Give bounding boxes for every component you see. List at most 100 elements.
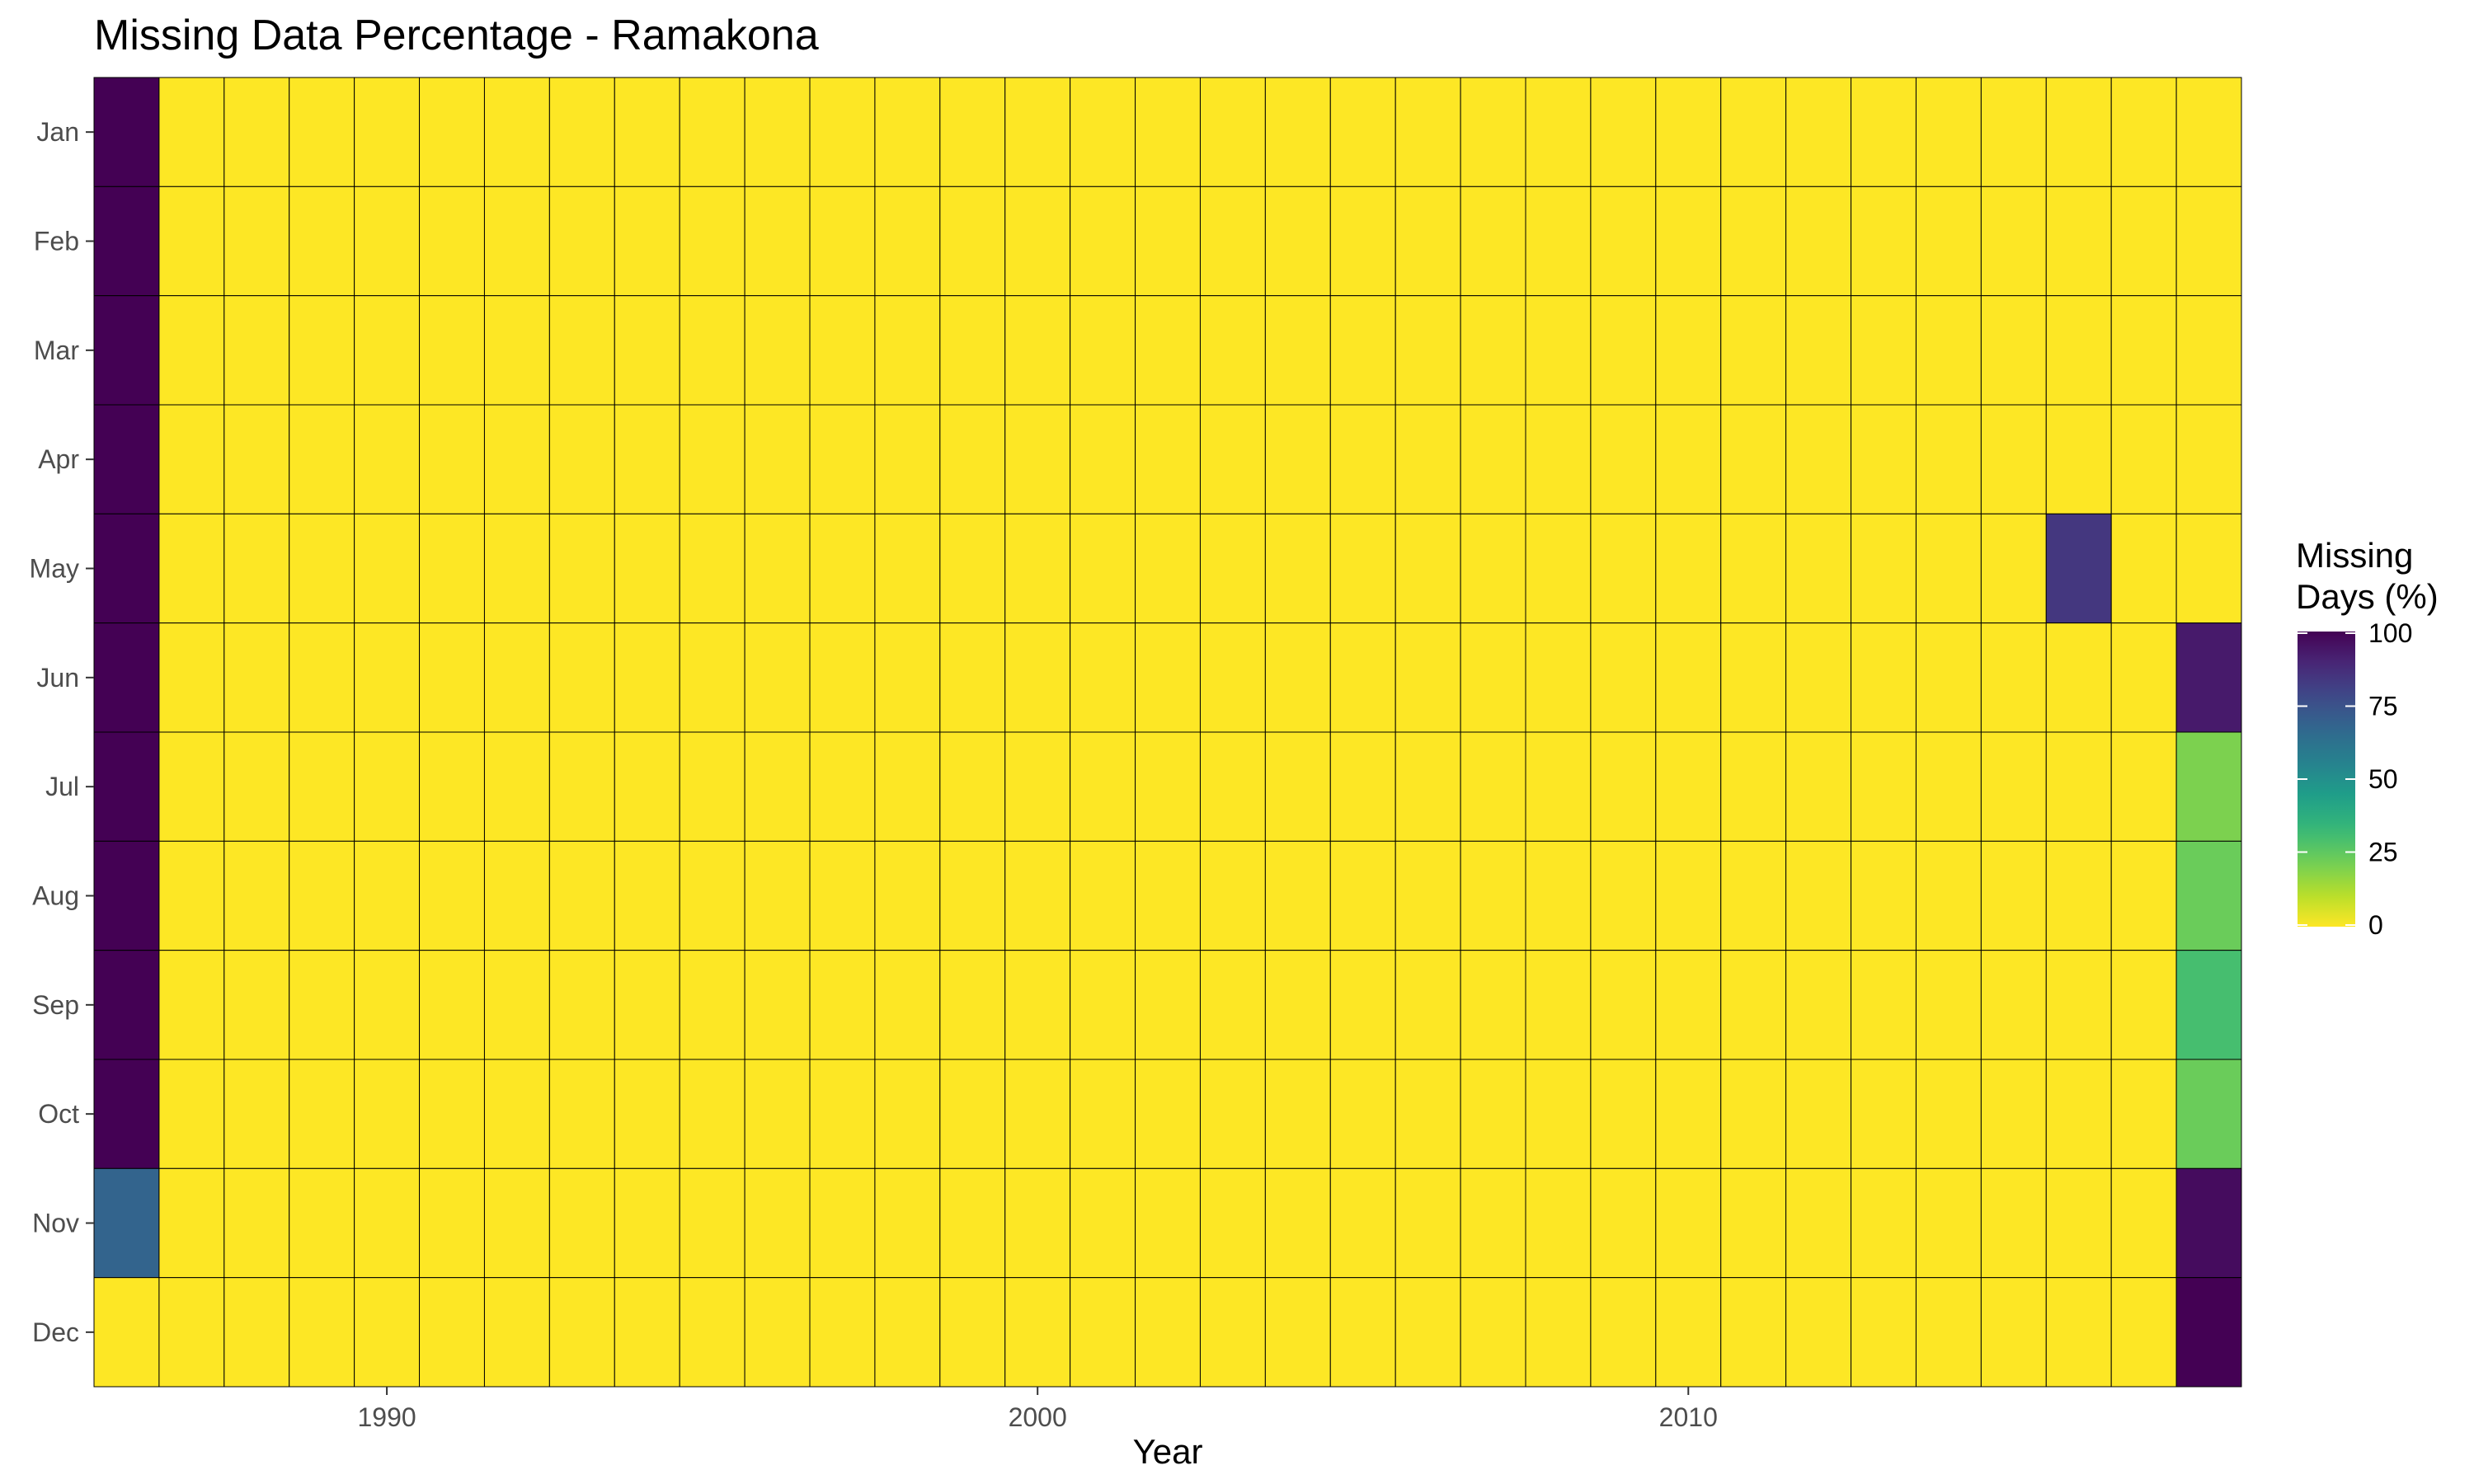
heatmap-cell-2016-apr	[2045, 404, 2112, 514]
heatmap-cell-1994-feb	[614, 186, 680, 297]
heatmap-cell-2015-jul	[1980, 731, 2047, 842]
heatmap-cell-2004-dec	[1264, 1277, 1331, 1388]
legend-title-line1: Missing	[2296, 536, 2413, 575]
heatmap-cell-1987-aug	[158, 840, 225, 951]
heatmap-cell-1987-jul	[158, 731, 225, 842]
heatmap-cell-1996-sep	[744, 950, 811, 1060]
heatmap-cell-1989-jan	[289, 77, 355, 187]
heatmap-cell-1998-oct	[874, 1059, 941, 1169]
heatmap-cell-1996-oct	[744, 1059, 811, 1169]
heatmap-cell-1989-sep	[289, 950, 355, 1060]
heatmap-cell-2013-nov	[1851, 1167, 1917, 1279]
heatmap-cell-2010-aug	[1655, 840, 1722, 951]
heatmap-cell-2003-feb	[1199, 186, 1266, 297]
heatmap-cell-2011-feb	[1720, 186, 1787, 297]
heatmap-cell-2001-apr	[1070, 404, 1136, 514]
heatmap-cell-2009-oct	[1590, 1059, 1657, 1169]
heatmap-cell-1994-jan	[614, 77, 680, 187]
heatmap-cell-2009-apr	[1590, 404, 1657, 514]
heatmap-cell-2001-nov	[1070, 1167, 1136, 1279]
heatmap-cell-1989-apr	[289, 404, 355, 514]
heatmap-cell-1993-may	[548, 513, 615, 624]
heatmap-cell-2013-aug	[1851, 840, 1917, 951]
heatmap-cell-2009-nov	[1590, 1167, 1657, 1279]
heatmap-cell-1998-sep	[874, 950, 941, 1060]
heatmap-cell-1998-mar	[874, 295, 941, 406]
heatmap-cell-2002-feb	[1135, 186, 1201, 297]
heatmap-cell-2000-nov	[1004, 1167, 1071, 1279]
heatmap-cell-2016-nov	[2045, 1167, 2112, 1279]
heatmap-cell-2017-jul	[2110, 731, 2177, 842]
heatmap-cell-2006-jan	[1395, 77, 1461, 187]
heatmap-cell-1988-oct	[223, 1059, 290, 1169]
heatmap-cell-1993-aug	[548, 840, 615, 951]
heatmap-cell-2005-mar	[1329, 295, 1396, 406]
heatmap-cell-2017-jun	[2110, 622, 2177, 733]
heatmap-cell-2000-mar	[1004, 295, 1071, 406]
heatmap-cell-2010-jan	[1655, 77, 1722, 187]
heatmap-cell-2009-dec	[1590, 1277, 1657, 1388]
heatmap-cell-2004-feb	[1264, 186, 1331, 297]
heatmap-cell-2008-dec	[1525, 1277, 1592, 1388]
heatmap-cell-2010-jul	[1655, 731, 1722, 842]
heatmap-cell-2011-may	[1720, 513, 1787, 624]
heatmap-cell-2016-jul	[2045, 731, 2112, 842]
heatmap-cell-1986-dec	[93, 1277, 160, 1388]
heatmap-cell-2012-mar	[1785, 295, 1852, 406]
heatmap-cell-2013-jul	[1851, 731, 1917, 842]
heatmap-cell-1995-jan	[679, 77, 745, 187]
heatmap-cell-2016-may	[2045, 513, 2112, 624]
heatmap-cell-2001-jun	[1070, 622, 1136, 733]
heatmap-cell-2007-jan	[1460, 77, 1526, 187]
heatmap-cell-2014-mar	[1915, 295, 1982, 406]
heatmap-cell-2006-apr	[1395, 404, 1461, 514]
heatmap-cell-2014-jan	[1915, 77, 1982, 187]
heatmap-cell-2014-nov	[1915, 1167, 1982, 1279]
heatmap-cell-1988-apr	[223, 404, 290, 514]
heatmap-cell-2008-apr	[1525, 404, 1592, 514]
heatmap-cell-2003-jun	[1199, 622, 1266, 733]
heatmap-cell-1986-mar	[93, 295, 160, 406]
heatmap-cell-2007-oct	[1460, 1059, 1526, 1169]
heatmap-cell-2011-oct	[1720, 1059, 1787, 1169]
heatmap-cell-2017-jan	[2110, 77, 2177, 187]
heatmap-cell-2006-jun	[1395, 622, 1461, 733]
heatmap-cell-2009-may	[1590, 513, 1657, 624]
heatmap-cell-1993-jun	[548, 622, 615, 733]
heatmap-cell-2009-aug	[1590, 840, 1657, 951]
heatmap-cells	[93, 77, 2242, 1388]
heatmap-cell-1996-jun	[744, 622, 811, 733]
heatmap-cell-1997-jul	[809, 731, 876, 842]
legend-title-line2: Days (%)	[2296, 577, 2439, 616]
heatmap-cell-2010-may	[1655, 513, 1722, 624]
heatmap-cell-2013-jun	[1851, 622, 1917, 733]
heatmap-cell-1996-apr	[744, 404, 811, 514]
heatmap-cell-2012-nov	[1785, 1167, 1852, 1279]
heatmap-cell-2004-jun	[1264, 622, 1331, 733]
heatmap-cell-1987-mar	[158, 295, 225, 406]
heatmap-cell-2003-aug	[1199, 840, 1266, 951]
heatmap-cell-1997-sep	[809, 950, 876, 1060]
heatmap-cell-2018-dec	[2175, 1277, 2242, 1388]
heatmap-cell-1987-may	[158, 513, 225, 624]
heatmap-cell-2006-aug	[1395, 840, 1461, 951]
heatmap-cell-1997-apr	[809, 404, 876, 514]
heatmap-cell-2000-aug	[1004, 840, 1071, 951]
heatmap-cell-1999-jun	[939, 622, 1006, 733]
heatmap-cell-2008-sep	[1525, 950, 1592, 1060]
heatmap-cell-1999-aug	[939, 840, 1006, 951]
heatmap-cell-2016-aug	[2045, 840, 2112, 951]
heatmap-cell-2014-oct	[1915, 1059, 1982, 1169]
heatmap-cell-2018-sep	[2175, 950, 2242, 1060]
heatmap-cell-2001-mar	[1070, 295, 1136, 406]
heatmap-cell-2016-mar	[2045, 295, 2112, 406]
heatmap-cell-1986-sep	[93, 950, 160, 1060]
heatmap-cell-1986-nov	[93, 1167, 160, 1279]
heatmap-cell-1998-may	[874, 513, 941, 624]
heatmap-cell-1995-may	[679, 513, 745, 624]
heatmap-cell-1988-jan	[223, 77, 290, 187]
heatmap-cell-2008-oct	[1525, 1059, 1592, 1169]
heatmap-cell-2017-oct	[2110, 1059, 2177, 1169]
heatmap-cell-2006-sep	[1395, 950, 1461, 1060]
heatmap-cell-2008-jul	[1525, 731, 1592, 842]
